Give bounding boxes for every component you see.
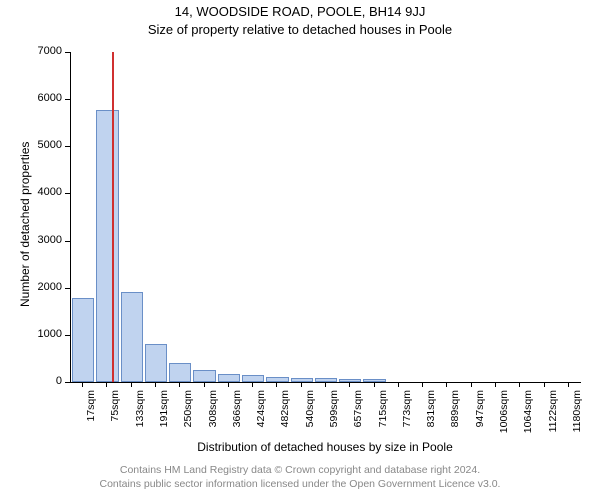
- y-tick-label: 3000: [22, 234, 62, 246]
- x-tick-label: 191sqm: [158, 390, 170, 438]
- x-tick-mark: [568, 382, 569, 387]
- y-tick-mark: [65, 52, 70, 53]
- histogram-bar: [145, 344, 167, 382]
- x-tick-label: 308sqm: [207, 390, 219, 438]
- x-tick-label: 889sqm: [449, 390, 461, 438]
- x-tick-mark: [349, 382, 350, 387]
- y-tick-label: 7000: [22, 45, 62, 57]
- x-tick-mark: [252, 382, 253, 387]
- x-tick-mark: [276, 382, 277, 387]
- x-tick-mark: [325, 382, 326, 387]
- y-tick-mark: [65, 193, 70, 194]
- x-tick-label: 657sqm: [352, 390, 364, 438]
- footer-line-2: Contains public sector information licen…: [20, 478, 580, 490]
- x-tick-label: 366sqm: [231, 390, 243, 438]
- x-tick-label: 947sqm: [474, 390, 486, 438]
- plot-area: [70, 52, 581, 383]
- x-tick-label: 599sqm: [328, 390, 340, 438]
- y-tick-mark: [65, 335, 70, 336]
- y-tick-label: 2000: [22, 281, 62, 293]
- y-tick-label: 6000: [22, 92, 62, 104]
- x-tick-mark: [422, 382, 423, 387]
- chart-container: { "title": "14, WOODSIDE ROAD, POOLE, BH…: [0, 0, 600, 500]
- histogram-bar: [363, 379, 385, 382]
- histogram-bar: [266, 377, 288, 382]
- x-tick-label: 773sqm: [401, 390, 413, 438]
- x-tick-label: 540sqm: [304, 390, 316, 438]
- x-tick-mark: [495, 382, 496, 387]
- x-tick-mark: [374, 382, 375, 387]
- histogram-bar: [96, 110, 118, 382]
- x-tick-label: 1180sqm: [571, 390, 583, 438]
- histogram-bar: [121, 292, 143, 382]
- x-tick-label: 133sqm: [134, 390, 146, 438]
- x-tick-mark: [179, 382, 180, 387]
- x-tick-label: 17sqm: [85, 390, 97, 438]
- x-tick-mark: [398, 382, 399, 387]
- y-tick-mark: [65, 288, 70, 289]
- x-tick-mark: [519, 382, 520, 387]
- footer-line-1: Contains HM Land Registry data © Crown c…: [20, 464, 580, 476]
- chart-title: 14, WOODSIDE ROAD, POOLE, BH14 9JJ: [0, 4, 600, 19]
- x-axis-label: Distribution of detached houses by size …: [70, 440, 580, 454]
- x-tick-label: 424sqm: [255, 390, 267, 438]
- histogram-bar: [339, 379, 361, 382]
- y-tick-mark: [65, 146, 70, 147]
- y-tick-mark: [65, 382, 70, 383]
- x-tick-mark: [82, 382, 83, 387]
- x-tick-label: 1006sqm: [498, 390, 510, 438]
- x-tick-label: 1122sqm: [547, 390, 559, 438]
- histogram-bar: [291, 378, 313, 382]
- x-tick-mark: [106, 382, 107, 387]
- x-tick-label: 75sqm: [109, 390, 121, 438]
- x-tick-label: 482sqm: [279, 390, 291, 438]
- histogram-bar: [72, 298, 94, 382]
- chart-subtitle: Size of property relative to detached ho…: [0, 22, 600, 37]
- indicator-line: [112, 52, 114, 382]
- x-tick-mark: [228, 382, 229, 387]
- x-tick-mark: [155, 382, 156, 387]
- x-tick-mark: [131, 382, 132, 387]
- x-tick-label: 1064sqm: [522, 390, 534, 438]
- histogram-bar: [218, 374, 240, 382]
- y-tick-label: 1000: [22, 328, 62, 340]
- y-tick-label: 5000: [22, 139, 62, 151]
- x-tick-label: 715sqm: [377, 390, 389, 438]
- y-tick-mark: [65, 99, 70, 100]
- y-tick-label: 4000: [22, 186, 62, 198]
- x-tick-label: 831sqm: [425, 390, 437, 438]
- histogram-bar: [193, 370, 215, 382]
- x-tick-mark: [471, 382, 472, 387]
- y-tick-label: 0: [22, 375, 62, 387]
- x-tick-mark: [446, 382, 447, 387]
- y-tick-mark: [65, 241, 70, 242]
- histogram-bar: [169, 363, 191, 382]
- x-tick-label: 250sqm: [182, 390, 194, 438]
- x-tick-mark: [544, 382, 545, 387]
- x-tick-mark: [301, 382, 302, 387]
- histogram-bar: [242, 375, 264, 382]
- x-tick-mark: [204, 382, 205, 387]
